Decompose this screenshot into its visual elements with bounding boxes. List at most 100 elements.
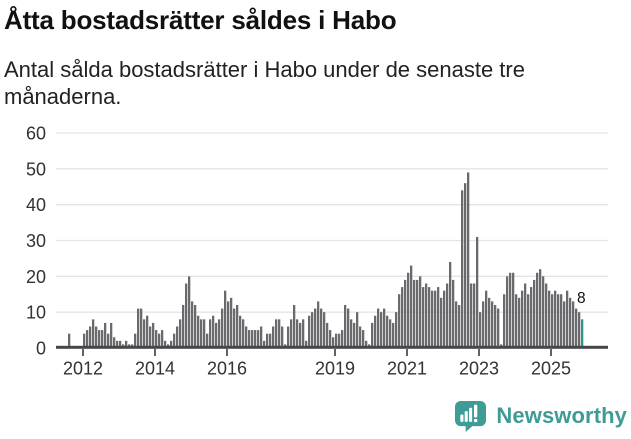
y-axis-label: 40 bbox=[26, 195, 46, 215]
bar bbox=[407, 272, 410, 348]
bar bbox=[446, 283, 449, 348]
bar bbox=[431, 290, 434, 348]
bar bbox=[134, 333, 137, 348]
bar bbox=[173, 333, 176, 348]
bar bbox=[386, 315, 389, 348]
bar bbox=[326, 322, 329, 348]
bar bbox=[434, 290, 437, 348]
bar bbox=[251, 330, 254, 348]
bar bbox=[380, 312, 383, 348]
bar bbox=[506, 276, 509, 348]
bar bbox=[398, 294, 401, 348]
bar bbox=[308, 315, 311, 348]
bar bbox=[482, 301, 485, 348]
bar bbox=[224, 290, 227, 348]
bar bbox=[101, 330, 104, 348]
bar bbox=[311, 312, 314, 348]
bar bbox=[293, 305, 296, 348]
logo-bar-tall bbox=[469, 407, 473, 422]
bar bbox=[566, 290, 569, 348]
bar bbox=[119, 340, 122, 348]
bar bbox=[104, 322, 107, 348]
bar bbox=[275, 319, 278, 348]
bar bbox=[272, 326, 275, 348]
bar bbox=[485, 290, 488, 348]
bar bbox=[68, 333, 71, 348]
chart-subtitle: Antal sålda bostadsrätter i Habo under d… bbox=[4, 57, 525, 110]
bar bbox=[257, 330, 260, 348]
bar bbox=[140, 308, 143, 348]
bar bbox=[356, 312, 359, 348]
x-axis-label: 2016 bbox=[207, 359, 247, 379]
bar bbox=[185, 283, 188, 348]
bar bbox=[305, 340, 308, 348]
bar bbox=[515, 294, 518, 348]
y-axis-label: 10 bbox=[26, 303, 46, 323]
bar bbox=[578, 312, 581, 348]
bar bbox=[557, 294, 560, 348]
bar bbox=[461, 190, 464, 348]
bar bbox=[473, 283, 476, 348]
bar bbox=[155, 330, 158, 348]
bar bbox=[296, 319, 299, 348]
bar bbox=[377, 308, 380, 348]
y-axis-label: 20 bbox=[26, 267, 46, 287]
bar bbox=[242, 319, 245, 348]
bar bbox=[116, 340, 119, 348]
bar bbox=[497, 308, 500, 348]
bar bbox=[248, 330, 251, 348]
bar bbox=[341, 330, 344, 348]
bar bbox=[524, 283, 527, 348]
bar bbox=[110, 322, 113, 348]
bar bbox=[233, 308, 236, 348]
bar bbox=[299, 322, 302, 348]
bar bbox=[197, 315, 200, 348]
x-axis-label: 2023 bbox=[459, 359, 499, 379]
bar bbox=[452, 279, 455, 348]
bar bbox=[158, 333, 161, 348]
bar bbox=[449, 262, 452, 348]
bar bbox=[392, 322, 395, 348]
bar bbox=[149, 326, 152, 348]
bar bbox=[179, 319, 182, 348]
bar bbox=[230, 297, 233, 348]
bar bbox=[521, 290, 524, 348]
bar bbox=[551, 294, 554, 348]
bar bbox=[536, 272, 539, 348]
bar bbox=[161, 330, 164, 348]
logo-bar-medium bbox=[465, 411, 469, 422]
bar bbox=[332, 337, 335, 348]
bar bbox=[347, 308, 350, 348]
bar bbox=[527, 294, 530, 348]
bar bbox=[89, 326, 92, 348]
bar bbox=[137, 308, 140, 348]
bar bbox=[491, 301, 494, 348]
page-title: Åtta bostadsrätter såldes i Habo bbox=[4, 5, 397, 35]
bar bbox=[509, 272, 512, 348]
bar bbox=[530, 287, 533, 348]
x-axis-label: 2021 bbox=[387, 359, 427, 379]
bar bbox=[545, 283, 548, 348]
bar bbox=[146, 315, 149, 348]
bar bbox=[353, 322, 356, 348]
x-axis-line bbox=[56, 345, 608, 349]
bar bbox=[335, 333, 338, 348]
bar bbox=[455, 301, 458, 348]
bar bbox=[476, 236, 479, 348]
bar bbox=[236, 305, 239, 348]
highlighted-bar bbox=[581, 319, 584, 348]
bar bbox=[125, 340, 128, 348]
bar bbox=[440, 297, 443, 348]
bar bbox=[320, 308, 323, 348]
bar bbox=[404, 279, 407, 348]
x-axis-label: 2014 bbox=[135, 359, 175, 379]
bar bbox=[281, 326, 284, 348]
bar bbox=[260, 326, 263, 348]
last-value-label: 8 bbox=[577, 290, 586, 307]
bar bbox=[191, 301, 194, 348]
bar bbox=[209, 319, 212, 348]
bar bbox=[410, 265, 413, 348]
bar bbox=[278, 319, 281, 348]
bar bbox=[512, 272, 515, 348]
